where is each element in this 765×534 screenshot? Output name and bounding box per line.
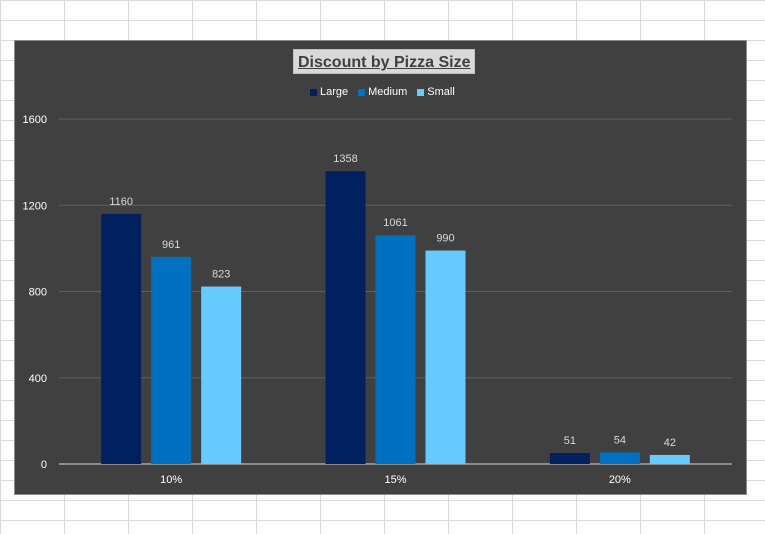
bar (101, 213, 142, 464)
bar (201, 286, 242, 464)
legend-item-medium: Medium (358, 86, 407, 98)
data-label: 961 (162, 239, 180, 251)
legend-label-large: Large (320, 86, 349, 98)
data-label: 42 (664, 437, 676, 449)
data-label: 1061 (383, 217, 407, 229)
bar (325, 171, 366, 464)
bar (599, 452, 640, 464)
x-tick-label: 10% (160, 474, 182, 486)
legend-item-large: Large (310, 86, 348, 98)
legend-swatch-large (310, 88, 317, 96)
bar (549, 453, 590, 464)
chart-title: Discount by Pizza Size (293, 49, 476, 74)
legend: Large Medium Small (310, 86, 455, 98)
x-tick-label: 15% (384, 474, 406, 486)
x-tick-label: 20% (609, 474, 631, 486)
legend-swatch-small (417, 88, 425, 96)
legend-label-small: Small (427, 86, 455, 98)
bar (151, 256, 192, 464)
data-label: 990 (436, 233, 454, 245)
legend-item-small: Small (417, 86, 455, 98)
y-tick-label: 1600 (23, 114, 47, 126)
data-label: 1358 (333, 153, 357, 165)
data-label: 1160 (109, 196, 133, 208)
legend-swatch-medium (358, 88, 366, 96)
data-label: 54 (614, 434, 626, 446)
y-tick-label: 800 (29, 287, 47, 299)
bar (375, 235, 416, 464)
bar (425, 250, 466, 464)
bar (649, 454, 690, 464)
legend-label-medium: Medium (368, 86, 408, 98)
y-tick-label: 0 (41, 459, 47, 471)
data-label: 823 (212, 269, 230, 281)
y-tick-label: 400 (29, 373, 47, 385)
data-label: 51 (564, 435, 576, 447)
y-tick-label: 1200 (23, 200, 47, 212)
